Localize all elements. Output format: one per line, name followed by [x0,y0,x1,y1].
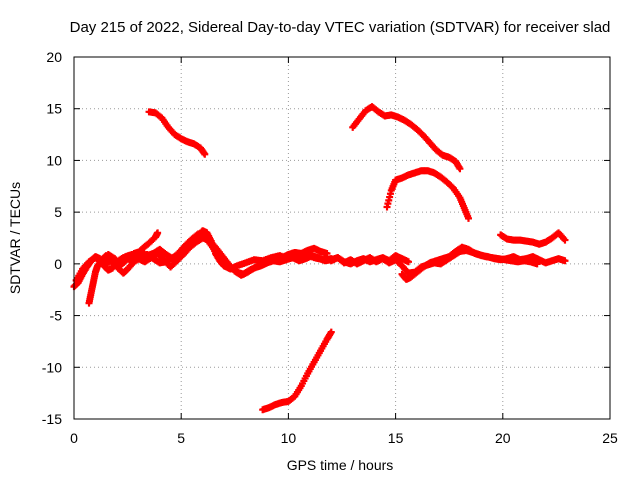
plot-frame [73,56,611,420]
x-tick-label: 10 [281,430,297,446]
y-axis-label: SDTVAR / TECUs [7,182,23,294]
axis-ticks: 0 5 10 15 20 25 -15 -10 -5 0 5 10 15 20 [42,49,618,446]
series-arc-10 [398,243,569,283]
data-points [70,103,569,414]
data-point [323,250,331,258]
y-tick-label: 5 [54,204,62,220]
y-tick-label: 20 [46,49,62,65]
y-tick-label: -5 [50,308,63,324]
x-tick-label: 20 [495,430,511,446]
x-tick-label: 15 [388,430,404,446]
data-point [201,150,209,158]
y-tick-label: -10 [42,359,62,375]
y-tick-label: 10 [46,152,62,168]
y-tick-label: 15 [46,101,62,117]
chart-title: Day 215 of 2022, Sidereal Day-to-day VTE… [70,19,611,36]
data-point [561,236,569,244]
x-tick-label: 0 [70,430,78,446]
series-arc-5 [145,108,209,158]
x-tick-label: 25 [602,430,618,446]
series-arc-6 [259,328,335,414]
series-arc-11 [497,229,569,248]
series-arc-8 [383,167,472,222]
data-point [154,229,162,237]
x-tick-label: 5 [177,430,185,446]
data-point [464,214,472,222]
data-point [404,258,412,266]
data-point [456,165,464,173]
data-point [327,328,335,336]
y-tick-label: 0 [54,256,62,272]
series-arc-7 [349,103,464,173]
data-point [561,257,569,265]
y-tick-label: -15 [42,411,62,427]
x-axis-label: GPS time / hours [287,457,394,473]
